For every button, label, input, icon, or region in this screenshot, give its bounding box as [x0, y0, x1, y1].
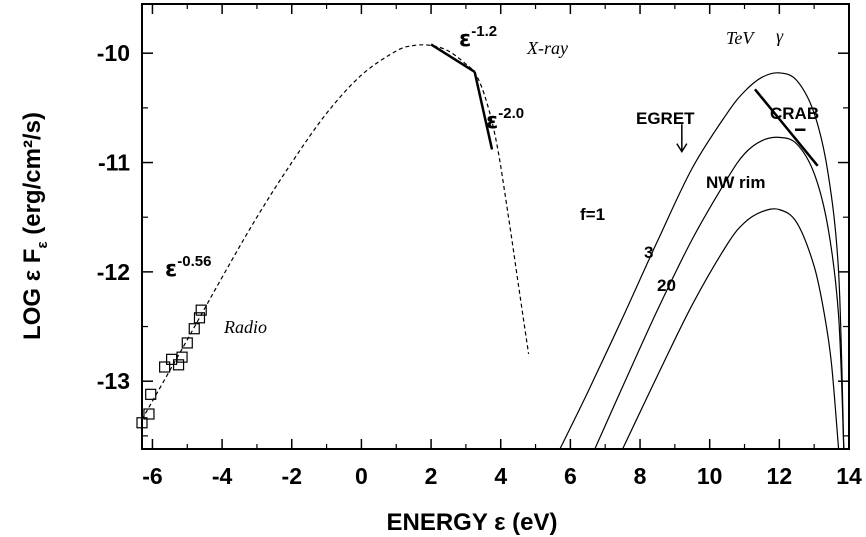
- x-tick-label: 10: [697, 463, 723, 489]
- f3-label: 3: [644, 243, 653, 262]
- xray-label: X-ray: [526, 38, 568, 58]
- powerlaw-segment: [430, 43, 476, 73]
- crab-label: CRAB: [770, 104, 819, 123]
- series-line-0: [141, 44, 530, 420]
- egret-label: EGRET: [636, 109, 695, 128]
- eps-xray2-annotation: ε-2.0: [486, 105, 524, 134]
- y-tick-label: -11: [98, 150, 130, 176]
- radio-label: Radio: [223, 317, 267, 337]
- plot-frame: [141, 3, 850, 450]
- gamma-label: γ: [776, 26, 784, 46]
- x-tick-label: 2: [425, 463, 438, 489]
- radio-point: [145, 388, 157, 400]
- radio-point: [193, 312, 206, 324]
- x-tick-label: 12: [767, 463, 793, 489]
- x-tick-label: 14: [836, 463, 862, 489]
- radio-point: [172, 359, 185, 371]
- y-tick-label: -10: [97, 40, 130, 66]
- x-tick-label: 8: [634, 463, 647, 489]
- y-axis-units: (erg/cm²/s): [19, 112, 46, 235]
- powerlaw-segment: [473, 71, 494, 150]
- radio-points: [136, 304, 207, 429]
- series-layer: [141, 44, 845, 450]
- x-tick-label: 4: [494, 463, 507, 489]
- x-tick-label: -6: [142, 463, 162, 489]
- x-tick-label: 6: [564, 463, 577, 489]
- egret-arrow-head: [676, 143, 688, 154]
- y-axis-title-group: LOG ε Fε (erg/cm²/s): [19, 112, 51, 340]
- radio-point: [136, 417, 148, 429]
- y-tick-label: -12: [97, 259, 130, 285]
- x-axis-title: ENERGY ε (eV): [387, 509, 558, 536]
- radio-point: [159, 361, 171, 373]
- powerlaw-segments: [430, 43, 819, 167]
- x-tick-label: -4: [212, 463, 233, 489]
- series-line-2: [594, 136, 845, 450]
- nw-rim-label: NW rim: [706, 173, 766, 192]
- tev-label: TeV: [726, 28, 755, 48]
- crab-segment: [753, 88, 819, 167]
- f20-label: 20: [657, 276, 676, 295]
- x-tick-label: -2: [282, 463, 302, 489]
- y-tick-labels: -13 -12 -11 -10: [97, 40, 130, 394]
- axis-ticks: [142, 4, 850, 449]
- eps-xray1-annotation: ε-1.2: [459, 23, 497, 52]
- radio-point: [176, 351, 188, 363]
- y-axis-title: LOG ε F: [19, 249, 46, 340]
- radio-point: [181, 337, 193, 349]
- radio-point: [188, 323, 200, 335]
- svg-text:LOG ε Fε (erg/cm²/s): LOG ε Fε (erg/cm²/s): [19, 112, 51, 340]
- y-tick-label: -13: [97, 368, 130, 394]
- series-line-3: [622, 208, 840, 450]
- x-tick-labels: -6 -4 -2 0 2 4 6 8 10 12 14: [142, 463, 862, 489]
- x-tick-label: 0: [355, 463, 368, 489]
- eps-radio-annotation: ε-0.56: [165, 253, 211, 282]
- radio-point: [143, 408, 155, 420]
- y-axis-title-sub: ε: [34, 241, 51, 248]
- f1-label: f=1: [580, 205, 605, 224]
- radio-point: [195, 304, 207, 316]
- series-line-1: [559, 72, 845, 450]
